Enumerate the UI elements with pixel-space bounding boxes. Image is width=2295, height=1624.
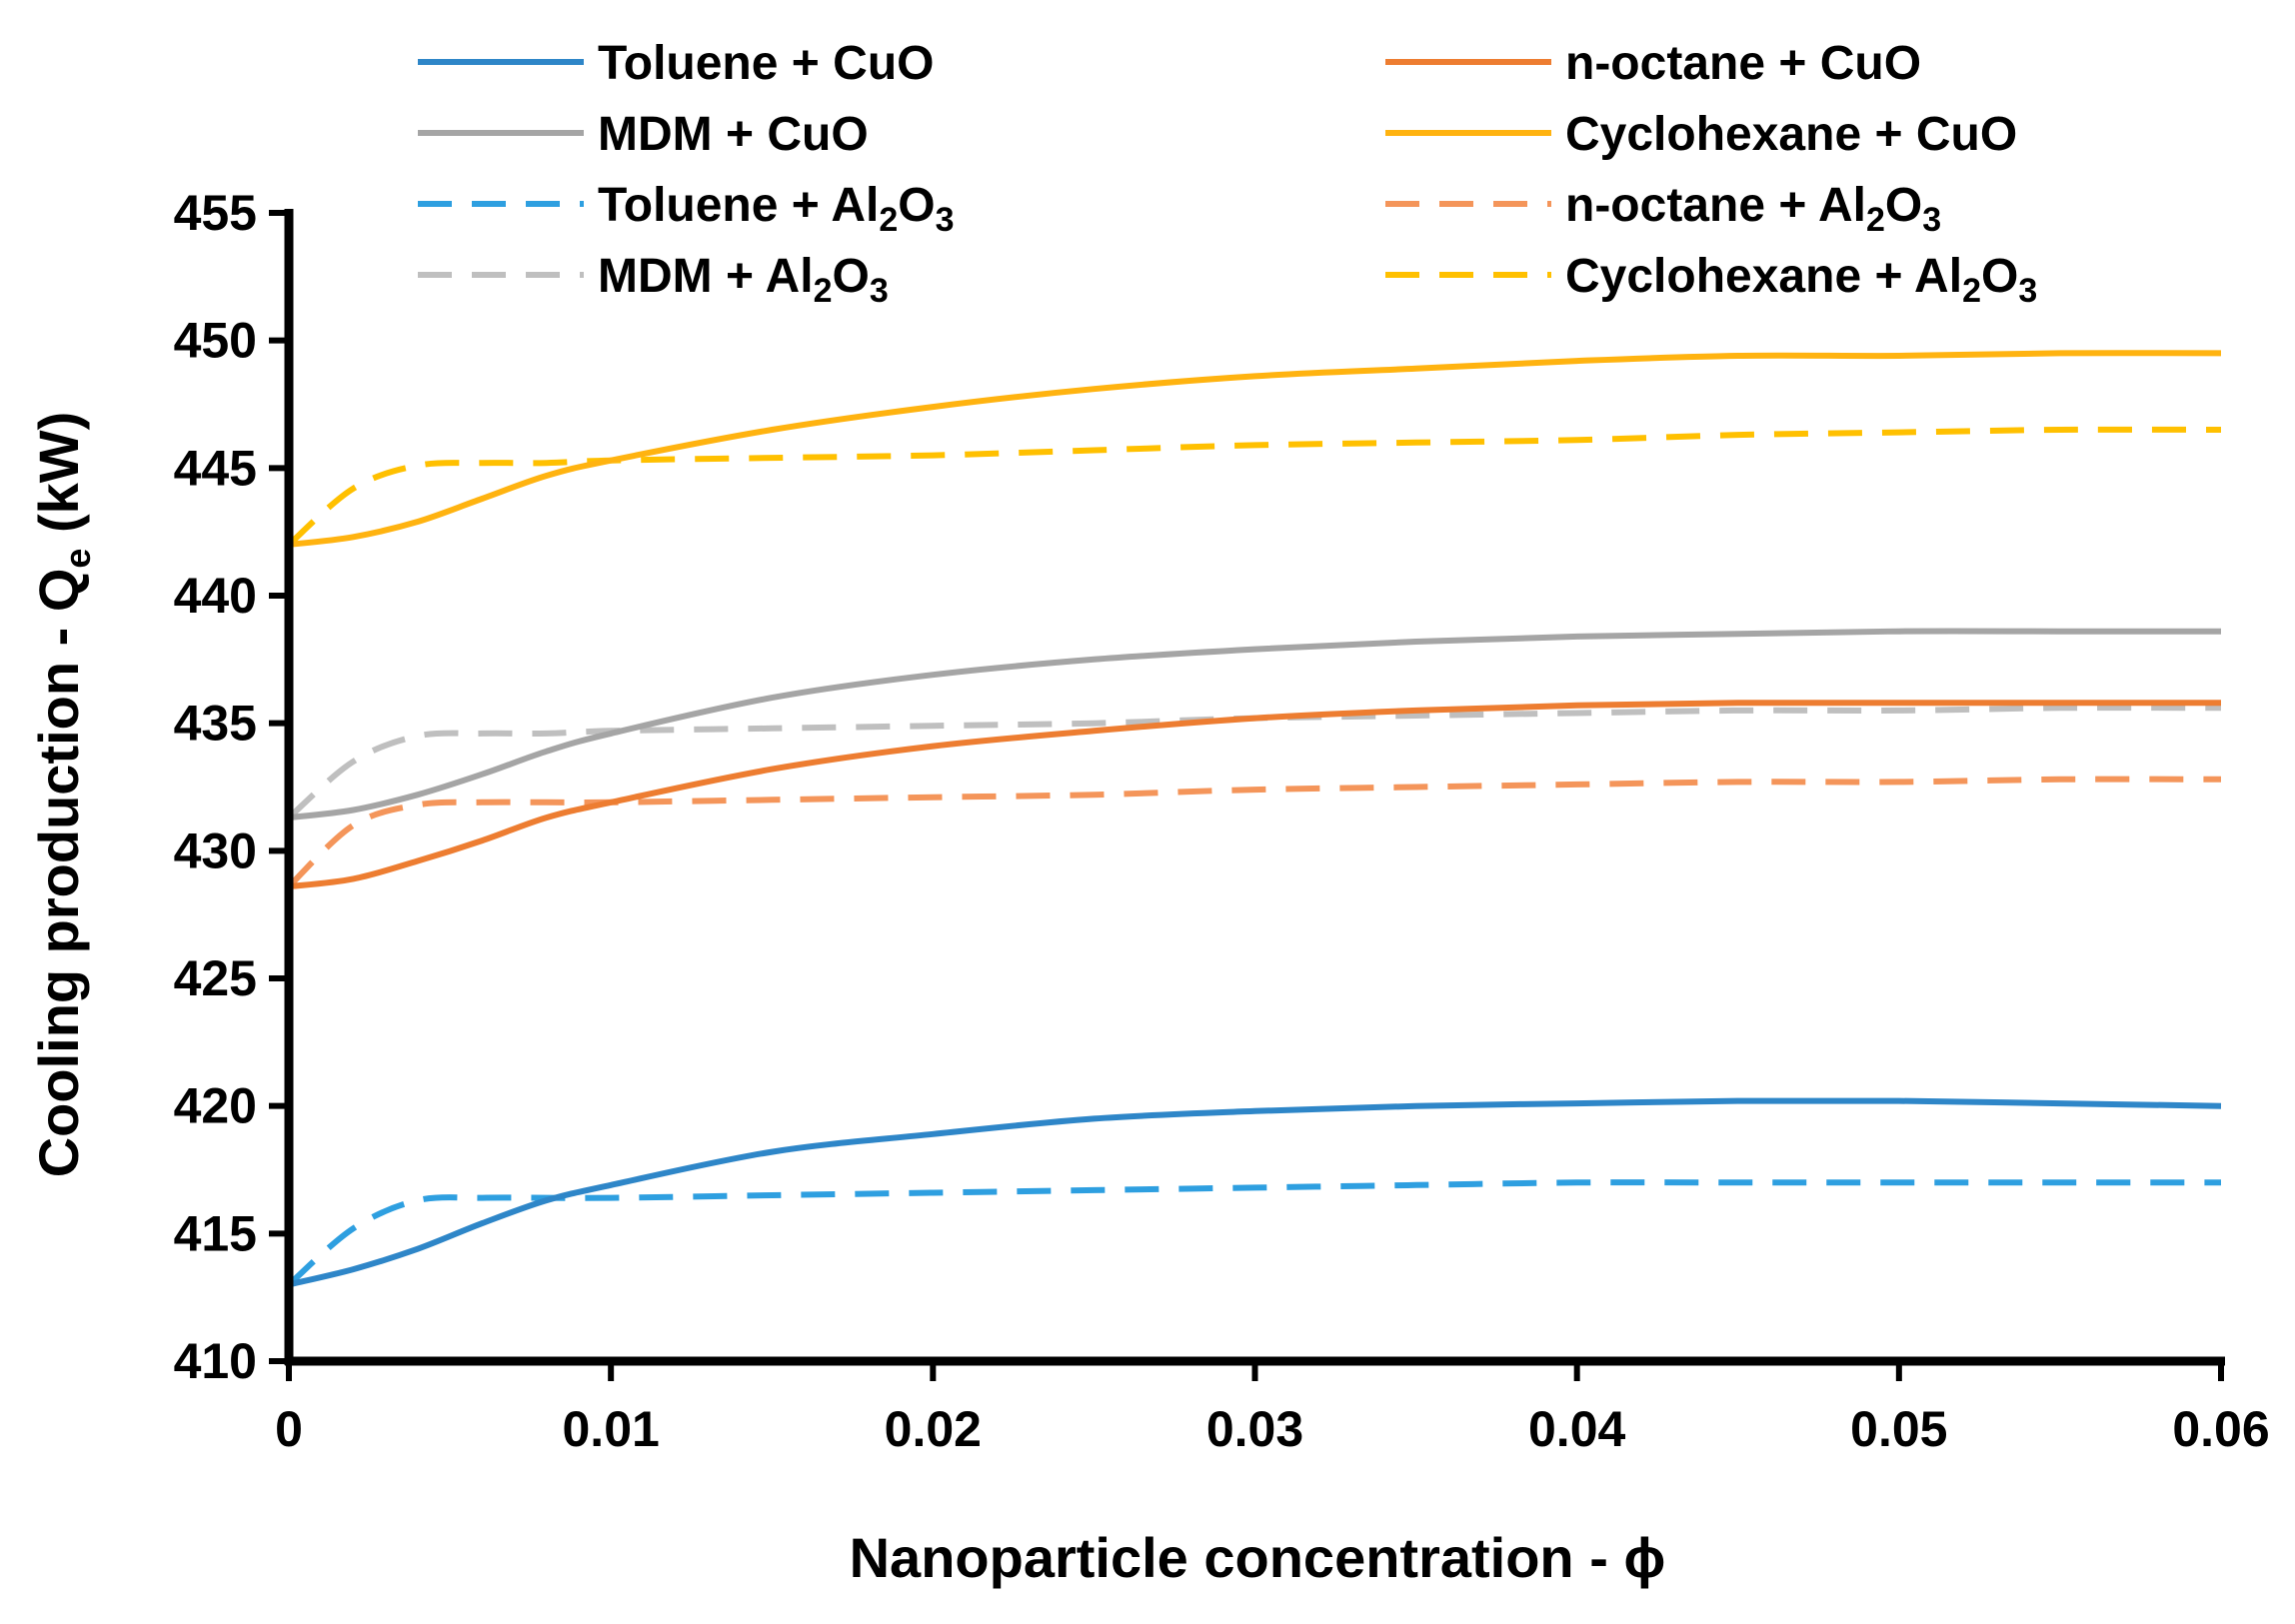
legend-item-toluene-al2o3: Toluene + Al2O3 [418,179,955,239]
y-tick-label: 430 [174,822,257,878]
y-axis-title-unit: (kW) [27,412,90,549]
legend-label-subscript: 2 [1962,272,1981,310]
legend-item-n-octane-cuo: n-octane + CuO [1385,37,1921,90]
legend-item-mdm-cuo: MDM + CuO [418,108,869,161]
y-axis-title: Cooling production - Qe (kW) [27,412,98,1178]
legend-label-text: n-octane + Al [1565,179,1866,232]
legend-label-text: MDM + Al [598,250,814,303]
y-tick-label: 450 [174,313,257,369]
y-tick-label: 435 [174,696,257,752]
x-tick-label: 0.03 [1206,1401,1303,1457]
series-line-mdm-al2o3 [287,705,2222,820]
legend-label-subscript: 3 [2018,272,2037,310]
legend-label-subscript: 2 [879,201,898,239]
legend-item-cyclohexane-cuo: Cyclohexane + CuO [1385,108,2017,161]
y-axis-title-subscript: e [57,549,98,569]
legend-label: Cyclohexane + Al2O3 [1565,250,2037,310]
legend-label-text: Toluene + Al [598,179,879,232]
x-tick-label: 0 [275,1401,303,1457]
legend-label-subscript: 3 [936,201,955,239]
y-tick-label: 415 [174,1205,257,1261]
y-tick-label: 410 [174,1333,257,1389]
plot-lines [286,350,2222,1288]
legend-item-toluene-cuo: Toluene + CuO [418,37,934,90]
legend-label-text: MDM + CuO [598,108,869,161]
series-line-mdm-cuo [288,628,2221,821]
y-axis-title-main: Cooling production - Q [27,569,90,1178]
legend-label-text: Cyclohexane + Al [1565,250,1962,303]
legend-label: MDM + CuO [598,108,869,161]
legend-label-subscript: 2 [1866,201,1885,239]
series-line-n-octane-al2o3 [286,776,2222,889]
x-tick-label: 0.01 [563,1401,660,1457]
legend-label-subscript: 3 [1922,201,1941,239]
series-line-toluene-cuo [288,1097,2222,1288]
x-axis-title: Nanoparticle concentration - ϕ [850,1526,1666,1589]
series-line-n-octane-cuo [288,700,2221,890]
legend-label-text: Toluene + CuO [598,37,934,90]
legend-label-text: Cyclohexane + CuO [1565,108,2017,161]
y-tick-label: 440 [174,568,257,624]
y-tick-label: 445 [174,440,257,496]
legend-label-text: O [898,179,935,232]
legend-item-mdm-al2o3: MDM + Al2O3 [418,250,889,310]
series-line-cyclohexane-cuo [288,350,2222,548]
y-tick-label: 425 [174,950,257,1006]
legend-label: MDM + Al2O3 [598,250,889,310]
x-tick-label: 0.06 [2172,1401,2269,1457]
x-ticks: 0 0.01 0.02 0.03 0.04 0.05 0.06 [275,1361,2270,1457]
legend-label-text: O [1981,250,2018,303]
legend-label: Toluene + Al2O3 [598,179,955,239]
legend-label: n-octane + Al2O3 [1565,179,1941,239]
legend-label-text: n-octane + CuO [1565,37,1921,90]
legend-label-text: O [832,250,869,303]
series-line-cyclohexane-al2o3 [287,426,2222,548]
x-tick-label: 0.05 [1850,1401,1947,1457]
legend-item-cyclohexane-al2o3: Cyclohexane + Al2O3 [1385,250,2037,310]
series-line-toluene-al2o3 [287,1179,2221,1287]
legend-label-text: O [1885,179,1922,232]
y-tick-label: 420 [174,1078,257,1134]
legend-label: n-octane + CuO [1565,37,1921,90]
legend-label: Toluene + CuO [598,37,934,90]
axes: 410 415 420 425 430 435 440 445 450 455 0 0.01 0.02… [174,185,2270,1457]
legend: Toluene + CuO n-octane + CuO MDM + CuO Cycl… [418,37,2037,310]
x-tick-label: 0.02 [885,1401,982,1457]
legend-label: Cyclohexane + CuO [1565,108,2017,161]
y-tick-label: 455 [174,185,257,241]
legend-label-subscript: 3 [870,272,889,310]
legend-label-subscript: 2 [814,272,833,310]
x-tick-label: 0.04 [1528,1401,1626,1457]
legend-item-n-octane-al2o3: n-octane + Al2O3 [1385,179,1941,239]
y-ticks: 410 415 420 425 430 435 440 445 450 455 [174,185,289,1389]
